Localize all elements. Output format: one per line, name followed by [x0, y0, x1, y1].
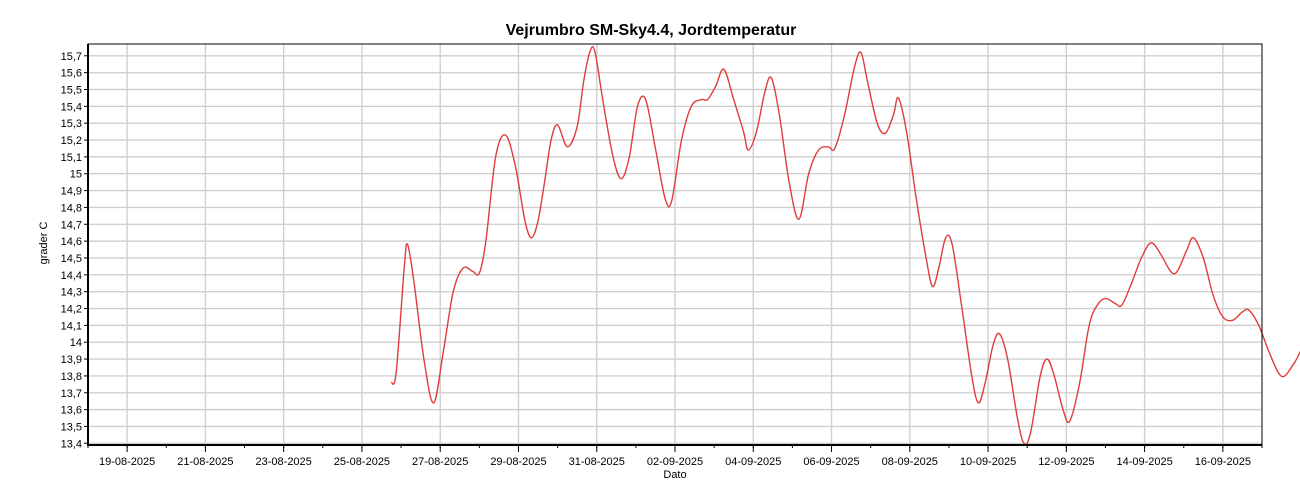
temperature-series-line — [390, 45, 1300, 446]
y-tick-label: 15,7 — [61, 51, 82, 63]
y-axis-title: grader C — [38, 222, 50, 265]
y-tick-label: 14,6 — [61, 236, 82, 248]
x-tick-label: 23-08-2025 — [256, 456, 312, 468]
y-tick-label: 15,4 — [61, 101, 82, 113]
y-tick-label: 13,5 — [61, 421, 82, 433]
y-tick-label: 14,7 — [61, 219, 82, 231]
x-tick-label: 19-08-2025 — [99, 456, 155, 468]
y-tick-label: 13,8 — [61, 371, 82, 383]
chart-title: Vejrumbro SM-Sky4.4, Jordtemperatur — [506, 22, 797, 39]
y-tick-label: 15,3 — [61, 118, 82, 130]
x-tick-label: 08-09-2025 — [882, 456, 938, 468]
y-tick-label: 13,4 — [61, 438, 82, 450]
x-tick-label: 29-08-2025 — [490, 456, 546, 468]
y-tick-label: 14,2 — [61, 304, 82, 316]
x-tick-label: 27-08-2025 — [412, 456, 468, 468]
y-tick-label: 13,9 — [61, 354, 82, 366]
y-tick-label: 15,2 — [61, 135, 82, 147]
y-tick-label: 14,4 — [61, 270, 82, 282]
x-tick-label: 12-09-2025 — [1038, 456, 1094, 468]
x-tick-label: 16-09-2025 — [1195, 456, 1251, 468]
y-axis: 13,4 13,5 13,6 13,7 13,8 13,9 14 14,1 14,2 14,3 14… — [61, 51, 88, 450]
y-tick-label: 14,8 — [61, 202, 82, 214]
y-tick-label: 13,7 — [61, 388, 82, 400]
y-tick-label: 15 — [70, 169, 82, 181]
y-tick-label: 15,1 — [61, 152, 82, 164]
x-tick-label: 10-09-2025 — [960, 456, 1016, 468]
x-tick-label: 04-09-2025 — [725, 456, 781, 468]
grid — [88, 44, 1262, 445]
x-tick-label: 06-09-2025 — [803, 456, 859, 468]
x-tick-label: 14-09-2025 — [1116, 456, 1172, 468]
x-tick-label: 21-08-2025 — [177, 456, 233, 468]
x-tick-label: 31-08-2025 — [569, 456, 625, 468]
series-layer — [390, 45, 1300, 446]
y-tick-label: 14,3 — [61, 287, 82, 299]
y-tick-label: 15,6 — [61, 68, 82, 80]
y-tick-label: 14,5 — [61, 253, 82, 265]
y-tick-label: 15,5 — [61, 84, 82, 96]
y-tick-label: 13,6 — [61, 405, 82, 417]
x-tick-label: 25-08-2025 — [334, 456, 390, 468]
x-axis: 19-08-2025 21-08-2025 23-08-2025 25-08-2025… — [87, 445, 1263, 468]
x-tick-label: 02-09-2025 — [647, 456, 703, 468]
y-tick-label: 14,1 — [61, 320, 82, 332]
y-tick-label: 14 — [70, 337, 82, 349]
x-axis-title: Dato — [663, 469, 686, 481]
y-tick-label: 14,9 — [61, 186, 82, 198]
